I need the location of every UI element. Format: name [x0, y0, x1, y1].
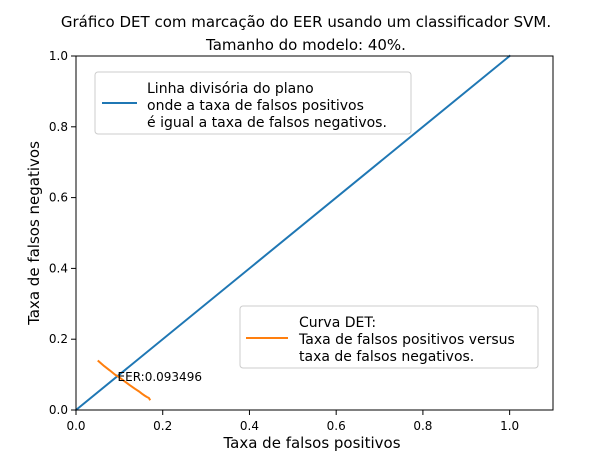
chart-title-line-1: Gráfico DET com marcação do EER usando u…: [61, 13, 551, 31]
x-tick-label: 1.0: [500, 419, 519, 433]
y-tick-label: 0.0: [49, 403, 68, 417]
series-line-0: [74, 54, 512, 412]
y-tick-label: 0.8: [49, 120, 68, 134]
series-line-1: [97, 359, 152, 401]
legend-det-line-2: Taxa de falsos positivos versus: [298, 332, 515, 348]
plot-area: EER:0.093496: [74, 54, 512, 412]
y-tick-label: 0.4: [49, 261, 68, 275]
legend-det-box: [239, 305, 539, 369]
x-axis-label: Taxa de falsos positivos: [222, 434, 400, 452]
eer-annotation: EER:0.093496: [118, 370, 202, 384]
legend-divider: Linha divisória do plano onde a taxa de …: [94, 71, 412, 135]
y-tick-label: 0.6: [49, 191, 68, 205]
y-axis-label: Taxa de falsos negativos: [25, 141, 43, 326]
legend-det-line-1: Curva DET:: [299, 315, 376, 331]
legend-det-line-3: taxa de falsos negativos.: [299, 349, 474, 365]
legend-det: Curva DET: Taxa de falsos positivos vers…: [239, 305, 539, 369]
x-tick-label: 0.6: [327, 419, 346, 433]
legend-divider-line-1: Linha divisória do plano: [147, 81, 314, 97]
x-axis: 0.0 0.2 0.4 0.6 0.8 1.0: [66, 410, 519, 433]
legend-divider-box: [94, 71, 412, 135]
x-tick-label: 0.2: [153, 419, 172, 433]
x-tick-label: 0.8: [413, 419, 432, 433]
chart-title-line-2: Tamanho do modelo: 40%.: [205, 36, 406, 54]
y-axis: 0.0 0.2 0.4 0.6 0.8 1.0: [49, 49, 76, 417]
legend-divider-line-3: é igual a taxa de falsos negativos.: [147, 115, 387, 131]
x-tick-label: 0.0: [66, 419, 85, 433]
legend-divider-line-2: onde a taxa de falsos positivos: [147, 98, 364, 114]
y-tick-label: 1.0: [49, 49, 68, 63]
plot-frame: [75, 55, 554, 411]
x-tick-label: 0.4: [240, 419, 259, 433]
y-tick-label: 0.2: [49, 332, 68, 346]
